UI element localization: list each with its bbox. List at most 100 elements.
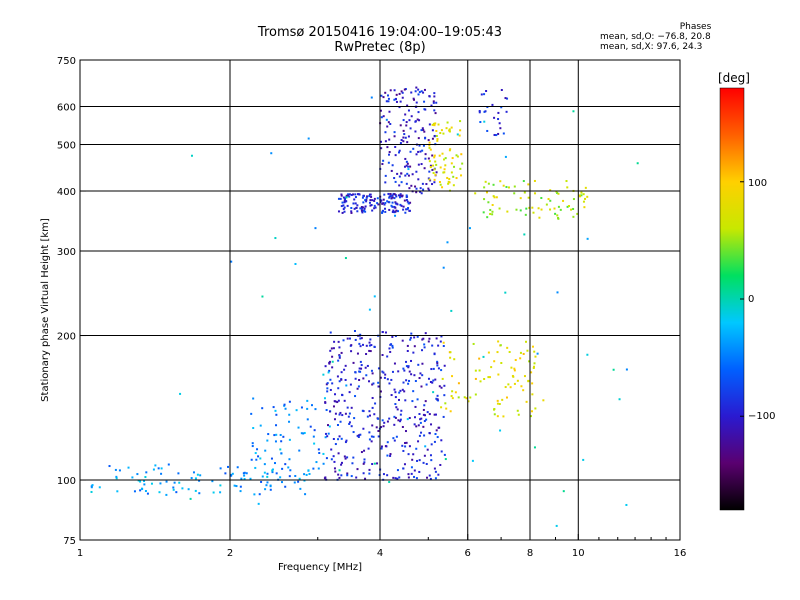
data-point <box>418 470 421 473</box>
data-point <box>374 402 377 405</box>
data-point <box>165 493 168 496</box>
data-point <box>266 475 269 478</box>
data-point <box>382 202 385 205</box>
data-point <box>333 460 336 463</box>
data-point <box>395 209 398 212</box>
data-point <box>428 432 431 435</box>
data-point <box>408 209 411 212</box>
data-point <box>407 365 410 368</box>
data-point <box>343 368 346 371</box>
data-point <box>423 130 426 133</box>
data-point <box>398 149 401 152</box>
data-point <box>343 210 346 213</box>
data-point <box>348 421 351 424</box>
data-point <box>364 210 367 213</box>
data-point <box>354 193 357 196</box>
data-point <box>370 369 373 372</box>
data-point <box>407 168 410 171</box>
data-point <box>369 199 372 202</box>
data-point <box>245 472 248 475</box>
data-point <box>284 407 287 410</box>
data-point <box>401 194 404 197</box>
data-point <box>533 446 536 449</box>
data-point <box>504 97 507 100</box>
data-point <box>413 374 416 377</box>
data-point <box>434 173 437 176</box>
data-point <box>394 180 397 183</box>
data-point <box>433 135 436 138</box>
data-point <box>420 192 423 195</box>
data-point <box>527 183 530 186</box>
data-point <box>255 458 258 461</box>
data-point <box>365 198 368 201</box>
data-point <box>310 404 313 407</box>
data-point <box>360 367 363 370</box>
data-point <box>235 485 238 488</box>
data-point <box>439 463 442 466</box>
data-point <box>380 147 383 150</box>
data-point <box>436 364 439 367</box>
data-point <box>261 295 264 298</box>
data-point <box>394 403 397 406</box>
data-point <box>377 381 380 384</box>
data-point <box>402 208 405 211</box>
data-point <box>443 384 446 387</box>
data-point <box>373 197 376 200</box>
data-point <box>382 198 385 201</box>
data-point <box>414 90 417 93</box>
data-point <box>456 155 459 158</box>
data-point <box>371 424 374 427</box>
data-point <box>423 100 426 103</box>
data-point <box>298 449 301 452</box>
data-point <box>344 412 347 415</box>
data-point <box>402 140 405 143</box>
data-point <box>368 344 371 347</box>
data-point <box>393 388 396 391</box>
data-point <box>407 476 410 479</box>
data-point <box>399 389 402 392</box>
data-point <box>328 425 331 428</box>
data-point <box>426 411 429 414</box>
data-point <box>358 342 361 345</box>
data-point <box>423 167 426 170</box>
data-point <box>525 207 528 210</box>
data-point <box>404 157 407 160</box>
phase-stats: Phases mean, sd,O: −76.8, 20.8 mean, sd,… <box>600 22 755 52</box>
data-point <box>384 373 387 376</box>
data-point <box>302 432 305 435</box>
data-point <box>299 487 302 490</box>
data-point <box>297 426 300 429</box>
data-point <box>390 204 393 207</box>
data-point <box>417 363 420 366</box>
data-point <box>433 352 436 355</box>
data-point <box>450 309 453 312</box>
data-point <box>433 181 436 184</box>
data-point <box>391 194 394 197</box>
data-point <box>387 94 390 97</box>
data-point <box>437 426 440 429</box>
data-point <box>271 468 274 471</box>
data-point <box>434 160 437 163</box>
data-point <box>443 171 446 174</box>
data-point <box>388 195 391 198</box>
data-point <box>391 210 394 213</box>
data-point <box>114 468 117 471</box>
data-point <box>271 471 274 474</box>
data-point <box>275 433 278 436</box>
data-point <box>397 370 400 373</box>
data-point <box>328 410 331 413</box>
data-point <box>346 337 349 340</box>
data-point <box>337 340 340 343</box>
data-point <box>533 362 536 365</box>
data-point <box>347 193 350 196</box>
data-point <box>388 153 391 156</box>
data-point <box>433 122 436 125</box>
y-tick-label: 500 <box>57 141 76 152</box>
data-point <box>499 429 502 432</box>
data-point <box>565 180 568 183</box>
data-point <box>497 118 500 121</box>
data-point <box>399 142 402 145</box>
data-point <box>376 197 379 200</box>
data-point <box>344 457 347 460</box>
data-point <box>491 103 494 106</box>
